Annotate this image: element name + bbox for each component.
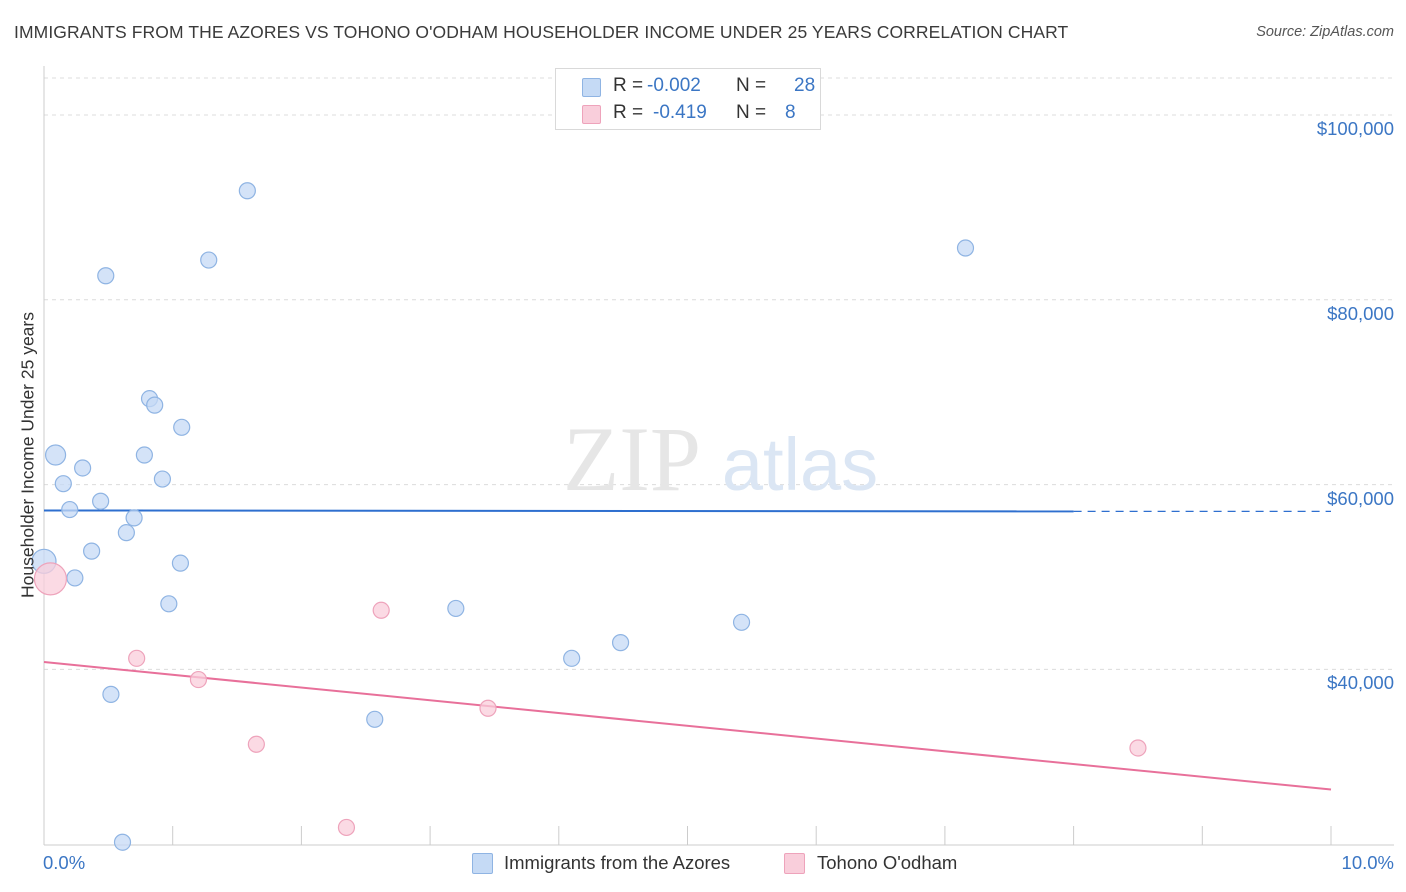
point-azores [447, 599, 465, 618]
source-label: Source: ZipAtlas.com [1256, 24, 1394, 40]
point-azores [102, 685, 120, 703]
point-azores [200, 251, 218, 269]
legend-n-label: N = [736, 75, 767, 96]
point-tohono [372, 601, 390, 619]
data-points [31, 182, 1147, 851]
gridlines [44, 77, 1394, 670]
point-azores [173, 418, 191, 436]
legend-swatch-blue [582, 78, 601, 97]
watermark-zip: ZIP [563, 408, 701, 510]
legend-swatch-azores [472, 853, 493, 874]
y-axis-title: Householder Income Under 25 years [17, 312, 38, 598]
point-tohono [337, 818, 356, 837]
point-azores [366, 710, 384, 728]
legend-label-tohono: Tohono O'odham [817, 852, 958, 873]
trend-line-azores [43, 509, 1074, 513]
point-azores [54, 475, 72, 493]
point-azores [956, 239, 975, 257]
y-tick-label: $100,000 [1316, 117, 1394, 139]
trend-line-tohono [43, 661, 1332, 791]
correlation-legend: R = -0.002 N = 28 R = -0.419 N = 8 [555, 68, 821, 130]
legend-swatch-pink [582, 105, 601, 124]
point-tohono [128, 649, 146, 667]
point-azores [135, 446, 153, 464]
point-azores [61, 500, 79, 519]
legend-n-value: 28 [794, 75, 816, 96]
point-azores [92, 492, 110, 510]
point-azores [66, 569, 84, 587]
trend-lines [43, 509, 1332, 791]
point-azores [611, 634, 630, 652]
point-azores [74, 459, 92, 477]
point-azores [97, 267, 115, 285]
point-azores [171, 554, 190, 572]
legend-r-label: R = [613, 75, 644, 96]
point-azores [238, 182, 256, 200]
point-azores [113, 833, 132, 851]
point-tohono [247, 735, 265, 753]
legend-label-azores: Immigrants from the Azores [504, 852, 731, 873]
y-tick-label: $80,000 [1327, 302, 1394, 324]
legend-r-label: R = [613, 102, 644, 123]
legend-swatch-tohono [784, 853, 805, 874]
point-tohono [33, 562, 68, 596]
x-tick-label-min: 0.0% [43, 852, 86, 873]
point-tohono [1129, 739, 1147, 757]
legend-n-value: 8 [785, 102, 796, 123]
point-azores [44, 444, 67, 466]
y-tick-label: $60,000 [1327, 487, 1394, 509]
point-azores [563, 649, 581, 667]
y-tick-label: $40,000 [1327, 672, 1394, 694]
chart-title: IMMIGRANTS FROM THE AZORES VS TOHONO O'O… [14, 22, 1069, 42]
point-azores [146, 396, 164, 414]
point-azores [732, 613, 751, 631]
axes [43, 66, 1394, 846]
watermark-atlas: atlas [722, 423, 878, 506]
point-azores [153, 470, 172, 488]
point-tohono [189, 670, 208, 689]
legend-r-value: -0.419 [653, 102, 707, 123]
legend-r-value: -0.002 [647, 75, 701, 96]
point-azores [117, 524, 135, 542]
point-tohono [479, 699, 497, 717]
point-azores [160, 595, 178, 613]
x-tick-label-max: 10.0% [1341, 852, 1394, 873]
point-azores [125, 509, 143, 527]
watermark: ZIP atlas [563, 408, 878, 510]
legend-n-label: N = [736, 102, 767, 123]
point-azores [83, 542, 101, 560]
